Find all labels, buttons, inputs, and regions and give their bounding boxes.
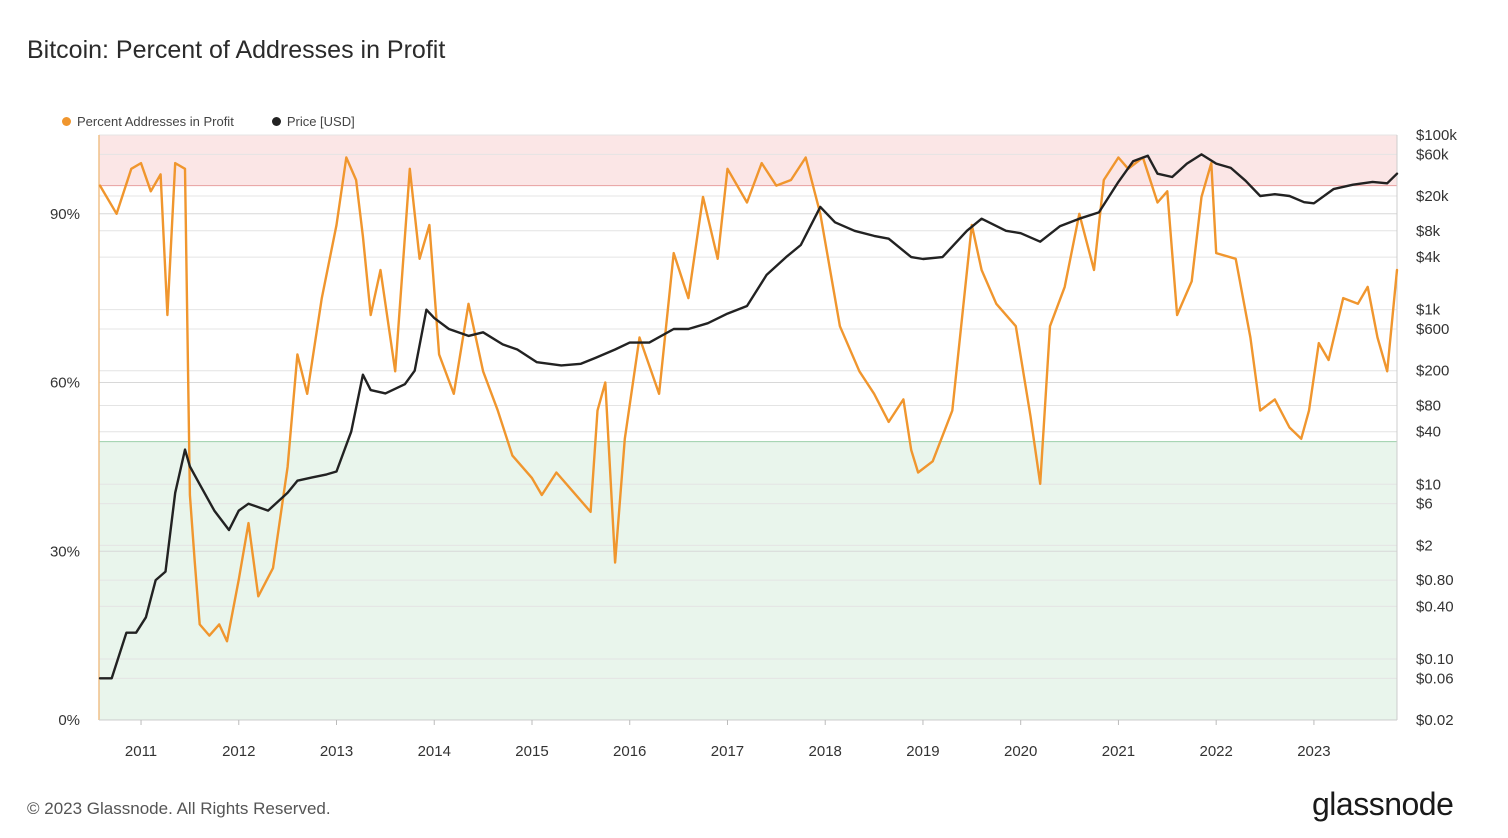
x-tick-label: 2018 — [809, 743, 842, 760]
x-tick-label: 2016 — [613, 743, 646, 760]
y-right-tick-label: $1k — [1416, 302, 1441, 319]
y-right-tick-label: $2 — [1416, 537, 1433, 554]
x-tick-label: 2017 — [711, 743, 744, 760]
legend-item-percent[interactable]: Percent Addresses in Profit — [62, 114, 234, 129]
legend-label-percent: Percent Addresses in Profit — [77, 114, 234, 129]
legend-dot-price — [271, 117, 281, 126]
copyright-text: © 2023 Glassnode. All Rights Reserved. — [27, 799, 331, 818]
y-right-tick-label: $80 — [1416, 397, 1441, 414]
series-line-price — [98, 153, 1399, 680]
legend-item-price[interactable]: Price [USD] — [271, 114, 355, 129]
x-tick-label: 2013 — [320, 743, 353, 760]
y-right-tick-label: $200 — [1416, 363, 1449, 380]
y-right-tick-label: $6 — [1416, 496, 1433, 513]
x-tick-label: 2019 — [906, 743, 939, 760]
series-line-percent — [98, 156, 1399, 643]
y-right-tick-label: $600 — [1416, 321, 1449, 338]
y-left-tick-label: 90% — [50, 206, 80, 223]
y-right-tick-label: $0.80 — [1416, 572, 1454, 589]
x-tick-label: 2012 — [222, 743, 255, 760]
y-right-tick-label: $0.10 — [1416, 651, 1454, 668]
glassnode-logo: glassnode — [1312, 786, 1454, 822]
y-right-tick-label: $0.06 — [1416, 670, 1454, 687]
y-left-tick-label: 0% — [58, 712, 80, 729]
y-right-tick-label: $20k — [1416, 188, 1449, 205]
chart-title: Bitcoin: Percent of Addresses in Profit — [27, 36, 446, 64]
y-right-tick-label: $4k — [1416, 249, 1441, 266]
x-tick-label: 2021 — [1102, 743, 1135, 760]
y-right-tick-label: $8k — [1416, 223, 1441, 240]
y-right-tick-label: $40 — [1416, 424, 1441, 441]
y-left-tick-label: 30% — [50, 543, 80, 560]
y-right-tick-label: $0.40 — [1416, 598, 1454, 615]
legend: Percent Addresses in Profit Price [USD] — [62, 114, 355, 129]
x-tick-label: 2023 — [1297, 743, 1330, 760]
y-right-tick-label: $0.02 — [1416, 712, 1454, 729]
band-lower — [99, 441, 1397, 720]
x-tick-label: 2011 — [125, 743, 157, 760]
band-upper — [99, 135, 1397, 186]
y-right-tick-label: $60k — [1416, 146, 1449, 163]
x-tick-label: 2022 — [1199, 743, 1232, 760]
legend-dot-percent — [62, 117, 71, 126]
y-right-tick-label: $100k — [1416, 127, 1457, 144]
y-right-tick-label: $10 — [1416, 476, 1441, 493]
y-left-tick-label: 60% — [50, 375, 80, 392]
legend-label-price: Price [USD] — [286, 114, 355, 129]
x-tick-label: 2014 — [418, 743, 451, 760]
x-tick-label: 2020 — [1004, 743, 1037, 760]
x-tick-label: 2015 — [515, 743, 548, 760]
